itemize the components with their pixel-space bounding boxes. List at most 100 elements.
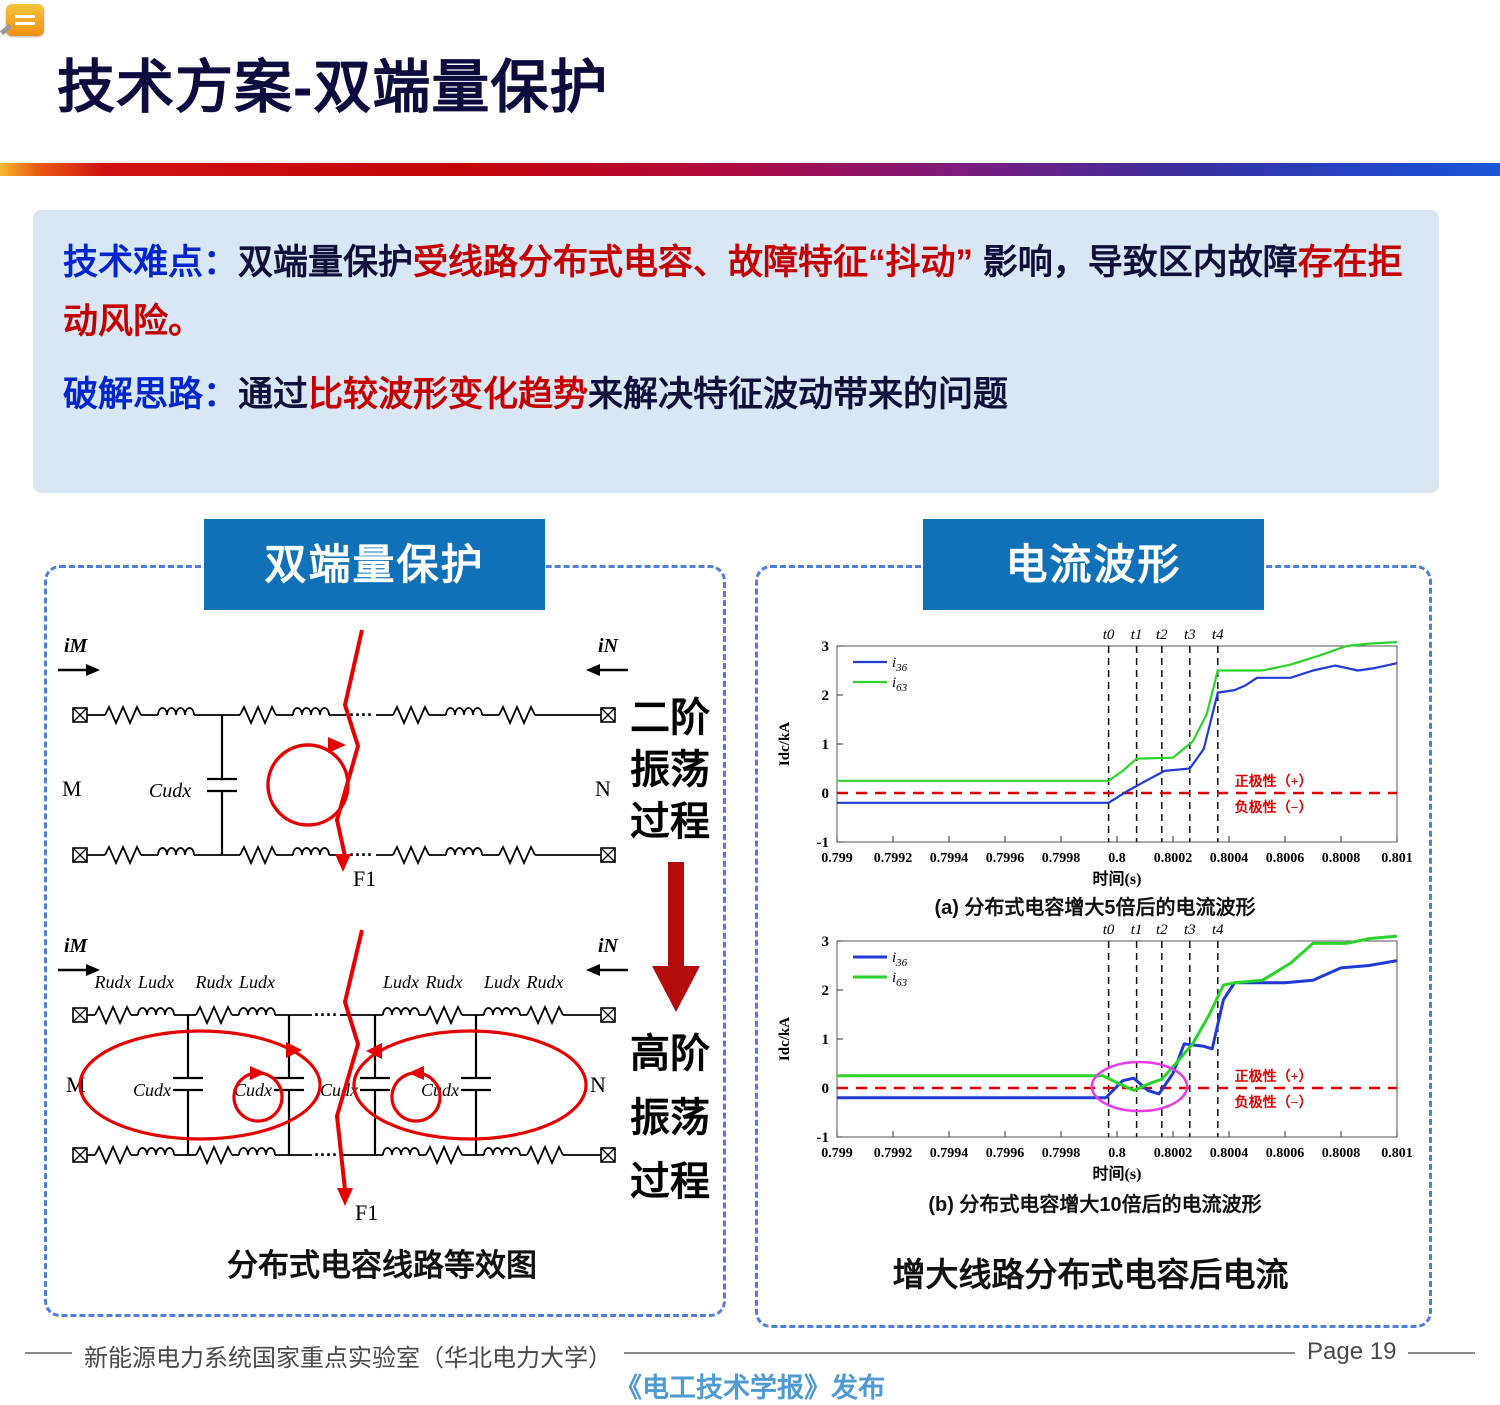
solution-text-2: 来解决特征波动带来的问题	[588, 374, 1009, 414]
circuit-panel	[44, 565, 726, 1317]
label-cudx: Cudx	[149, 780, 191, 802]
x-tick-label: 0.7996	[986, 851, 1025, 866]
difficulty-emphasis-1: 受线路分布式电容、故障特征“抖动”	[413, 243, 974, 282]
x-tick-label: 0.801	[1381, 1146, 1413, 1161]
footer-divider	[25, 1352, 1475, 1354]
label-im-2: iM	[64, 935, 89, 957]
x-tick-label: 0.7998	[1042, 851, 1081, 866]
y-tick-label: 2	[822, 983, 830, 999]
t-marker-label: t1	[1131, 627, 1143, 643]
note-icon-line	[15, 22, 35, 25]
second-order-stage-label: 二阶 振荡 过程	[630, 696, 710, 844]
plot-border	[836, 645, 1398, 843]
oscillation-loop	[266, 737, 350, 827]
label-m: M	[62, 776, 82, 801]
x-tick-label: 0.8008	[1322, 1146, 1361, 1161]
solution-text-1: 通过	[238, 374, 309, 414]
series-i63	[837, 934, 1398, 1092]
label-in: iN	[598, 635, 620, 657]
summary-box: 技术难点：双端量保护受线路分布式电容、故障特征“抖动” 影响，导致区内故障存在拒…	[33, 210, 1439, 493]
x-tick-label: 0.7992	[874, 1146, 913, 1161]
chart-a-caption: (a) 分布式电容增大5倍后的电流波形	[934, 897, 1256, 919]
t-marker-label: t0	[1103, 627, 1115, 643]
loop-arrowhead	[408, 1066, 424, 1080]
label-n: N	[595, 776, 611, 801]
ellipsis-dots: ····	[349, 845, 373, 865]
arrowhead-im-2	[86, 964, 100, 976]
arrowhead-in-2	[586, 964, 600, 976]
down-arrow-shaft	[668, 862, 684, 966]
down-arrow-head	[652, 966, 700, 1012]
y-tick-label: 1	[822, 1032, 830, 1048]
label-f1: F1	[353, 866, 376, 891]
waveform-caption: 增大线路分布式电容后电流	[892, 1256, 1289, 1293]
waveform-panel-header: 电流波形	[923, 519, 1264, 610]
x-tick-label: 0.8004	[1210, 851, 1249, 866]
label-f1-2: F1	[355, 1200, 378, 1225]
label-in-2: iN	[598, 935, 620, 957]
t-marker-label: t4	[1212, 627, 1224, 643]
capacitor-symbol	[173, 1015, 203, 1155]
negative-polarity-label: 负极性（−）	[1235, 799, 1313, 816]
negative-polarity-label: 负极性（−）	[1235, 1094, 1313, 1111]
x-tick-label: 0.8002	[1154, 851, 1193, 866]
current-waveform-chart-a: -1 0 1 2 3 0.799 0.7992 0.7994 0.7996 0.7998 0.8 0.…	[777, 627, 1413, 888]
y-axis-label: Idc/kA	[777, 1017, 793, 1061]
fault-bolt-top	[334, 629, 364, 872]
x-tick-label: 0.799	[821, 1146, 853, 1161]
label-rudx: Rudx	[526, 972, 564, 992]
label-cudx: Cudx	[320, 1080, 358, 1100]
positive-polarity-label: 正极性（+）	[1235, 773, 1313, 790]
label-ludx: Ludx	[483, 972, 520, 992]
x-tick-label: 0.801	[1381, 851, 1413, 866]
x-tick-label: 0.7996	[986, 1146, 1025, 1161]
positive-polarity-label: 正极性（+）	[1235, 1068, 1313, 1085]
waveform-panel	[755, 565, 1432, 1328]
x-tick-label: 0.7994	[930, 1146, 969, 1161]
label-n-2: N	[590, 1072, 606, 1097]
difficulty-paragraph: 技术难点：双端量保护受线路分布式电容、故障特征“抖动” 影响，导致区内故障存在拒…	[63, 234, 1409, 352]
legend-label: i63	[892, 970, 908, 989]
highlight-ellipse	[1090, 1060, 1189, 1113]
ellipsis-dots: ····	[314, 1005, 338, 1025]
legend-label: i63	[892, 675, 908, 694]
y-tick-label: 0	[822, 1081, 830, 1097]
series-i36	[837, 959, 1398, 1100]
y-tick-label: 3	[822, 639, 830, 655]
y-tick-label: 0	[822, 786, 830, 802]
high-order-stage-label: 高阶 振荡 过程	[630, 1032, 710, 1204]
y-tick-label: 3	[822, 934, 830, 950]
x-tick-label: 0.7992	[874, 851, 913, 866]
label-ludx: Ludx	[382, 972, 419, 992]
note-icon[interactable]	[6, 4, 44, 36]
t-marker-label: t3	[1184, 627, 1196, 643]
x-tick-label: 0.799	[821, 851, 853, 866]
capacitor-symbol	[360, 1015, 390, 1155]
y-tick-label: 1	[822, 737, 830, 753]
difficulty-emphasis-2: 存在拒动风险。	[63, 243, 1403, 341]
label-rudx: Rudx	[94, 972, 132, 992]
t-marker-label: t4	[1212, 922, 1224, 938]
x-tick-label: 0.8002	[1154, 1146, 1193, 1161]
x-tick-label: 0.7994	[930, 851, 969, 866]
x-tick-label: 0.8004	[1210, 1146, 1249, 1161]
current-waveform-chart-b: -1 0 1 2 3 0.799 0.7992 0.7994 0.7996 0.7998 0.8 0.…	[777, 922, 1413, 1183]
legend-label: i36	[892, 655, 908, 674]
x-axis-label: 时间(s)	[1093, 1164, 1142, 1183]
x-tick-label: 0.7998	[1042, 1146, 1081, 1161]
x-tick-label: 0.8006	[1266, 1146, 1305, 1161]
circuit-panel-header: 双端量保护	[204, 519, 545, 610]
t-marker-label: t2	[1156, 922, 1168, 938]
down-arrow	[652, 862, 700, 1014]
t-marker-label: t2	[1156, 627, 1168, 643]
t-marker-label: t3	[1184, 922, 1196, 938]
t-marker-label: t0	[1103, 922, 1115, 938]
x-axis-label: 时间(s)	[1093, 869, 1142, 888]
label-ludx: Ludx	[238, 972, 275, 992]
label-rudx: Rudx	[425, 972, 463, 992]
circuit-caption: 分布式电容线路等效图	[227, 1248, 537, 1283]
solution-emphasis: 比较波形变化趋势	[308, 374, 589, 414]
series-i36	[837, 662, 1398, 804]
y-tick-label: -1	[817, 1130, 830, 1146]
loop-arrowhead	[286, 1042, 302, 1058]
